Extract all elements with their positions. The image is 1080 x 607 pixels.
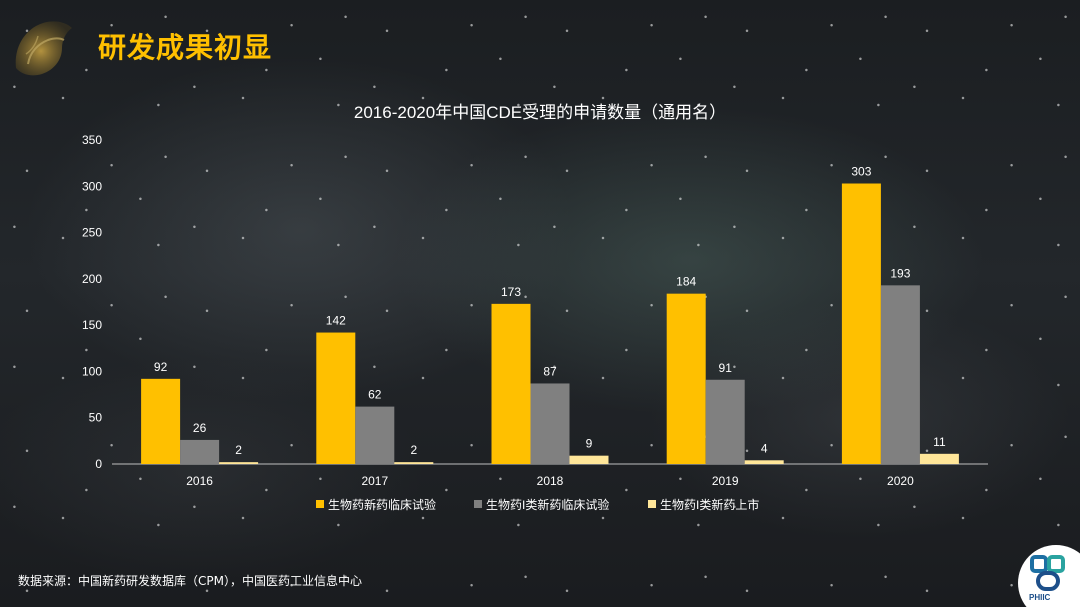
emblem-icon xyxy=(15,21,72,76)
y-tick-label: 250 xyxy=(82,226,102,240)
bar-2018-series-1 xyxy=(491,303,531,464)
bar-2020-series-2 xyxy=(880,285,920,464)
data-label: 184 xyxy=(676,275,696,289)
y-tick-label: 0 xyxy=(95,457,102,471)
legend-label-2: 生物药I类新药临床试验 xyxy=(486,497,609,512)
y-tick-label: 300 xyxy=(82,179,102,193)
bar-2016-series-2 xyxy=(180,439,220,464)
bar-2020-series-1 xyxy=(841,183,881,464)
y-tick-label: 150 xyxy=(82,318,102,332)
bar-2020-series-3 xyxy=(919,453,959,464)
data-label: 2 xyxy=(235,443,242,457)
legend-label-1: 生物药新药临床试验 xyxy=(328,497,436,512)
bar-2019-series-2 xyxy=(705,379,745,464)
x-tick-label: 2019 xyxy=(712,474,739,488)
data-label: 303 xyxy=(851,165,871,179)
data-label: 2 xyxy=(410,443,417,457)
x-tick-label: 2020 xyxy=(887,474,914,488)
y-tick-label: 100 xyxy=(82,364,102,378)
x-tick-label: 2016 xyxy=(186,474,213,488)
bar-2018-series-2 xyxy=(530,383,570,464)
data-label: 142 xyxy=(326,314,346,328)
y-tick-label: 350 xyxy=(82,133,102,147)
bar-2019-series-3 xyxy=(744,460,784,464)
data-label: 92 xyxy=(154,360,168,374)
data-label: 4 xyxy=(761,441,768,455)
bar-2016-series-3 xyxy=(219,462,259,464)
bar-2017-series-2 xyxy=(355,406,395,464)
data-label: 193 xyxy=(890,266,910,280)
bar-2018-series-3 xyxy=(569,455,609,464)
phiic-logo-icon: PHIIC xyxy=(1018,545,1080,607)
legend-label-3: 生物药I类新药上市 xyxy=(660,497,759,512)
legend-swatch-1 xyxy=(316,500,324,508)
chart-title: 2016-2020年中国CDE受理的申请数量（通用名） xyxy=(354,103,726,122)
y-tick-label: 200 xyxy=(82,272,102,286)
data-label: 9 xyxy=(586,437,593,451)
bar-2019-series-1 xyxy=(666,293,706,464)
data-label: 26 xyxy=(193,421,207,435)
data-label: 173 xyxy=(501,285,521,299)
x-tick-label: 2018 xyxy=(537,474,564,488)
data-label: 11 xyxy=(933,435,946,449)
page-title: 研发成果初显 xyxy=(98,31,273,64)
data-label: 62 xyxy=(368,388,382,402)
legend-swatch-2 xyxy=(474,500,482,508)
data-label: 87 xyxy=(543,364,557,378)
bar-2017-series-3 xyxy=(394,462,434,464)
y-tick-label: 50 xyxy=(89,411,103,425)
data-source-note: 数据来源：中国新药研发数据库（CPM），中国医药工业信息中心 xyxy=(18,574,362,588)
data-label: 91 xyxy=(719,361,733,375)
bar-2016-series-1 xyxy=(141,378,181,464)
bar-chart: 2016-2020年中国CDE受理的申请数量（通用名） 0 50 100 150 200 2… xyxy=(82,103,988,512)
x-tick-label: 2017 xyxy=(361,474,388,488)
bar-2017-series-1 xyxy=(316,332,356,464)
legend-swatch-3 xyxy=(648,500,656,508)
logo-text: PHIIC xyxy=(1029,593,1051,602)
